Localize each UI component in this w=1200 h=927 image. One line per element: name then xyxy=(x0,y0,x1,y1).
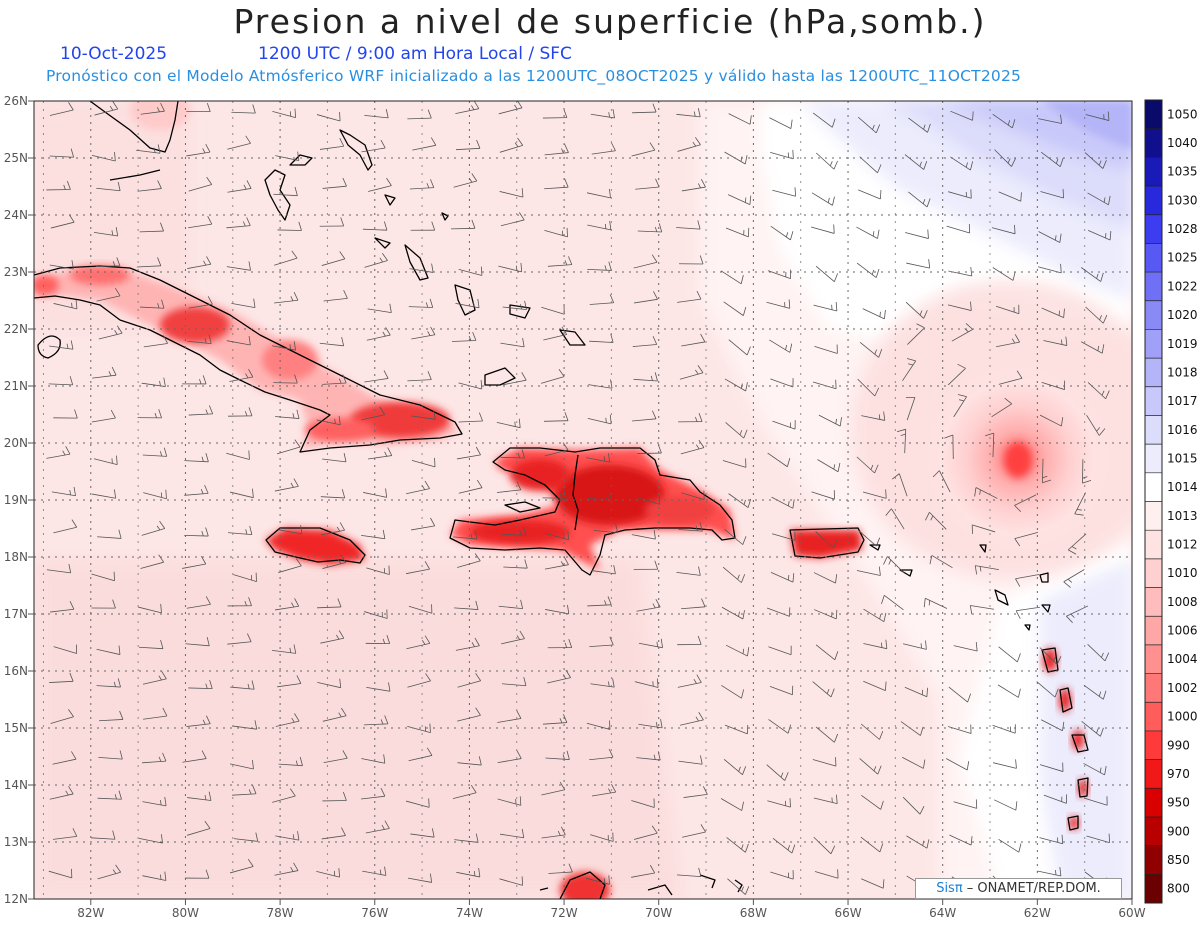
colorbar-swatch xyxy=(1145,186,1162,216)
colorbar-label: 1002 xyxy=(1167,681,1198,695)
lat-label: 17N xyxy=(4,607,28,621)
colorbar-swatch xyxy=(1145,759,1162,789)
colorbar-swatch xyxy=(1145,530,1162,560)
colorbar-swatch xyxy=(1145,816,1162,847)
valid-time: 1200 UTC / 9:00 am Hora Local / SFC xyxy=(258,44,572,64)
colorbar-swatch xyxy=(1145,874,1162,904)
colorbar-label: 1035 xyxy=(1167,165,1198,179)
colorbar-swatch xyxy=(1145,329,1162,359)
lon-label: 72W xyxy=(550,906,577,920)
colorbar-label: 950 xyxy=(1167,796,1190,810)
colorbar-label: 800 xyxy=(1167,882,1190,896)
colorbar-label: 850 xyxy=(1167,853,1190,867)
colorbar-label: 900 xyxy=(1167,824,1190,838)
map-field xyxy=(34,101,1132,899)
colorbar-swatch xyxy=(1145,788,1162,818)
lon-label: 68W xyxy=(740,906,767,920)
colorbar-swatch xyxy=(1145,673,1162,703)
colorbar-swatch xyxy=(1145,845,1162,875)
lon-label: 78W xyxy=(267,906,294,920)
lat-lon-grid xyxy=(34,101,1132,899)
lon-label: 80W xyxy=(172,906,199,920)
colorbar-label: 1019 xyxy=(1167,337,1198,351)
lon-label: 66W xyxy=(834,906,861,920)
credit-box: Sisπ – ONAMET/REP.DOM. xyxy=(915,878,1122,899)
colorbar-swatch xyxy=(1145,100,1162,130)
lon-label: 70W xyxy=(645,906,672,920)
model-info: Pronóstico con el Modelo Atmósferico WRF… xyxy=(46,67,1022,85)
lat-label: 12N xyxy=(4,892,28,906)
colorbar-label: 1013 xyxy=(1167,509,1198,523)
forecast-date: 10-Oct-2025 xyxy=(60,44,168,64)
credit-brand: Sisπ xyxy=(936,881,963,896)
lat-label: 19N xyxy=(4,493,28,507)
colorbar-label: 1000 xyxy=(1167,710,1198,724)
lat-label: 13N xyxy=(4,835,28,849)
colorbar-swatch xyxy=(1145,472,1162,502)
lat-label: 22N xyxy=(4,322,28,336)
lon-label: 82W xyxy=(77,906,104,920)
colorbar-swatch xyxy=(1145,272,1162,302)
lat-label: 16N xyxy=(4,664,28,678)
colorbar-swatch xyxy=(1145,300,1162,330)
colorbar-label: 1008 xyxy=(1167,595,1198,609)
colorbar-swatch xyxy=(1145,128,1162,158)
colorbar-swatch xyxy=(1145,644,1162,675)
colorbar-swatch xyxy=(1145,415,1162,445)
colorbar: 1050 1040 1035 1030 1028 1025 1022 1020 1019 1018… xyxy=(1144,99,1198,904)
lon-label: 60W xyxy=(1118,906,1145,920)
colorbar-label: 1018 xyxy=(1167,365,1198,379)
colorbar-swatch xyxy=(1145,444,1162,474)
credit-text: – ONAMET/REP.DOM. xyxy=(962,881,1101,896)
colorbar-label: 990 xyxy=(1167,738,1190,752)
lat-label: 25N xyxy=(4,151,28,165)
colorbar-label: 1015 xyxy=(1167,451,1198,465)
colorbar-label: 1012 xyxy=(1167,538,1198,552)
lon-label: 62W xyxy=(1024,906,1051,920)
lat-label: 26N xyxy=(4,94,28,108)
colorbar-label: 1016 xyxy=(1167,423,1198,437)
lat-label: 20N xyxy=(4,436,28,450)
colorbar-swatch xyxy=(1145,157,1162,187)
lat-label: 24N xyxy=(4,208,28,222)
colorbar-swatch xyxy=(1145,358,1162,388)
colorbar-label: 1028 xyxy=(1167,222,1198,236)
colorbar-label: 1017 xyxy=(1167,394,1198,408)
colorbar-label: 1025 xyxy=(1167,251,1198,265)
colorbar-swatch xyxy=(1145,558,1162,589)
lon-label: 64W xyxy=(929,906,956,920)
colorbar-swatch xyxy=(1145,386,1162,416)
lon-label: 74W xyxy=(456,906,483,920)
lat-label: 15N xyxy=(4,721,28,735)
latitude-labels: 26N 25N 24N 23N 22N 21N 20N 19N 18N 17N 16N 15N 14N 1… xyxy=(4,94,34,906)
colorbar-swatch xyxy=(1145,730,1162,761)
colorbar-label: 1010 xyxy=(1167,566,1198,580)
colorbar-label: 1050 xyxy=(1167,107,1198,121)
lon-label: 76W xyxy=(361,906,388,920)
longitude-labels: 82W 80W 78W 76W 74W 72W 70W 68W 66W 64W 62W 60W xyxy=(77,899,1146,920)
colorbar-label: 1004 xyxy=(1167,652,1198,666)
colorbar-swatch xyxy=(1145,214,1162,244)
colorbar-label: 1014 xyxy=(1167,480,1198,494)
colorbar-label: 970 xyxy=(1167,767,1190,781)
colorbar-label: 1030 xyxy=(1167,193,1198,207)
lat-label: 23N xyxy=(4,265,28,279)
colorbar-swatch xyxy=(1145,501,1162,531)
colorbar-label: 1020 xyxy=(1167,308,1198,322)
lat-label: 18N xyxy=(4,550,28,564)
colorbar-label: 1006 xyxy=(1167,624,1198,638)
colorbar-swatch xyxy=(1145,587,1162,617)
colorbar-swatch xyxy=(1145,616,1162,646)
lat-label: 21N xyxy=(4,379,28,393)
colorbar-swatch xyxy=(1145,243,1162,273)
colorbar-label: 1022 xyxy=(1167,279,1198,293)
colorbar-swatch xyxy=(1145,702,1162,732)
colorbar-label: 1040 xyxy=(1167,136,1198,150)
lat-label: 14N xyxy=(4,778,28,792)
map-title: Presion a nivel de superficie (hPa,somb.… xyxy=(233,2,987,41)
